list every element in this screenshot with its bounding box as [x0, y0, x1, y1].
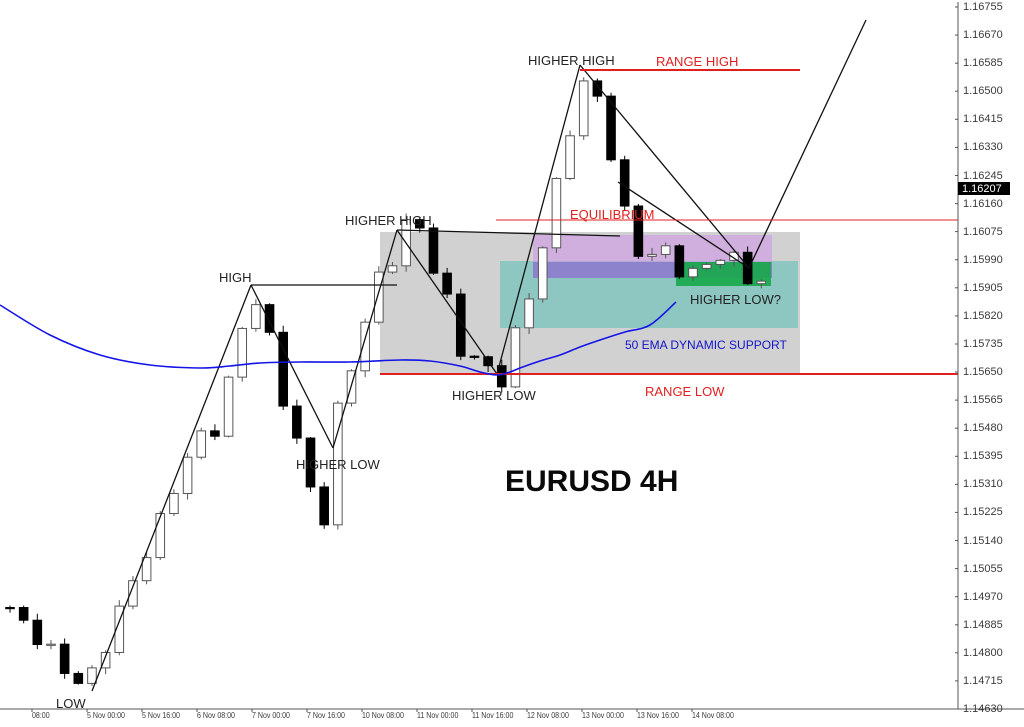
svg-text:1.16207: 1.16207	[962, 183, 1002, 195]
